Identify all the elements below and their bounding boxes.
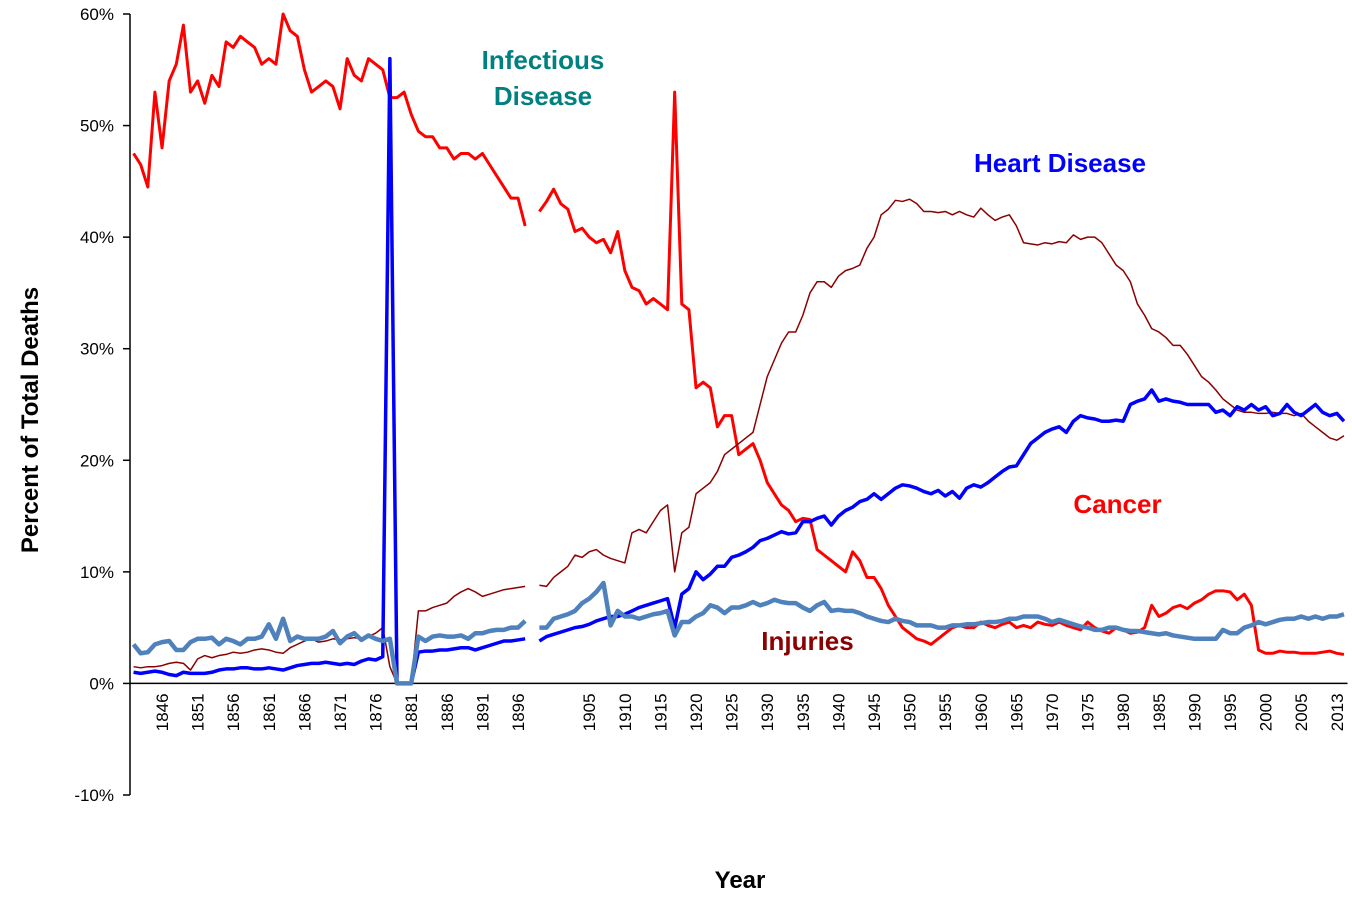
x-tick-label: 1881 (402, 693, 421, 731)
x-tick-label: 1975 (1079, 693, 1098, 731)
x-tick-label: 1915 (651, 693, 670, 731)
x-tick-label: 2000 (1257, 693, 1276, 731)
series-label: Heart Disease (974, 148, 1146, 178)
x-tick-label: 1990 (1185, 693, 1204, 731)
series-label: Injuries (761, 626, 854, 656)
x-tick-label: 1905 (580, 693, 599, 731)
series-label: Cancer (1073, 489, 1162, 519)
y-tick-label: 60% (80, 5, 114, 24)
x-tick-label: 1930 (758, 693, 777, 731)
x-tick-label: 1856 (224, 693, 243, 731)
x-tick-label: 1960 (972, 693, 991, 731)
x-tick-label: 1995 (1221, 693, 1240, 731)
x-tick-label: 1891 (473, 693, 492, 731)
x-tick-label: 1910 (616, 693, 635, 731)
y-tick-label: 10% (80, 563, 114, 582)
y-tick-label: 50% (80, 117, 114, 136)
series-line (133, 56, 1346, 686)
y-tick-label: 0% (89, 674, 114, 693)
y-tick-label: 20% (80, 451, 114, 470)
series-line (132, 12, 1345, 656)
x-tick-label: 1940 (829, 693, 848, 731)
x-tick-label: 1876 (367, 693, 386, 731)
y-tick-label: 40% (80, 228, 114, 247)
x-tick-label: 1985 (1150, 693, 1169, 731)
y-tick-label: -10% (74, 786, 114, 805)
x-tick-label: 2013 (1328, 693, 1347, 731)
x-tick-label: 2005 (1292, 693, 1311, 731)
x-tick-label: 1861 (260, 693, 279, 731)
y-tick-label: 30% (80, 340, 114, 359)
x-tick-label: 1896 (509, 693, 528, 731)
x-tick-label: 1851 (189, 693, 208, 731)
x-tick-label: 1920 (687, 693, 706, 731)
x-tick-label: 1935 (794, 693, 813, 731)
x-tick-label: 1886 (438, 693, 457, 731)
x-tick-label: 1955 (936, 693, 955, 731)
x-tick-label: 1871 (331, 693, 350, 731)
y-axis-title: Percent of Total Deaths (17, 287, 44, 553)
x-tick-label: 1945 (865, 693, 884, 731)
series-label: Infectious Disease (481, 45, 605, 111)
x-tick-label: 1965 (1007, 693, 1026, 731)
x-tick-label: 1866 (295, 693, 314, 731)
x-tick-label: 1925 (723, 693, 742, 731)
series-line (131, 580, 1345, 686)
x-tick-label: 1970 (1043, 693, 1062, 731)
x-tick-label: 1846 (153, 693, 172, 731)
x-axis-title: Year (715, 867, 766, 894)
x-tick-label: 1980 (1114, 693, 1133, 731)
series-line (133, 198, 1345, 685)
x-tick-label: 1950 (901, 693, 920, 731)
